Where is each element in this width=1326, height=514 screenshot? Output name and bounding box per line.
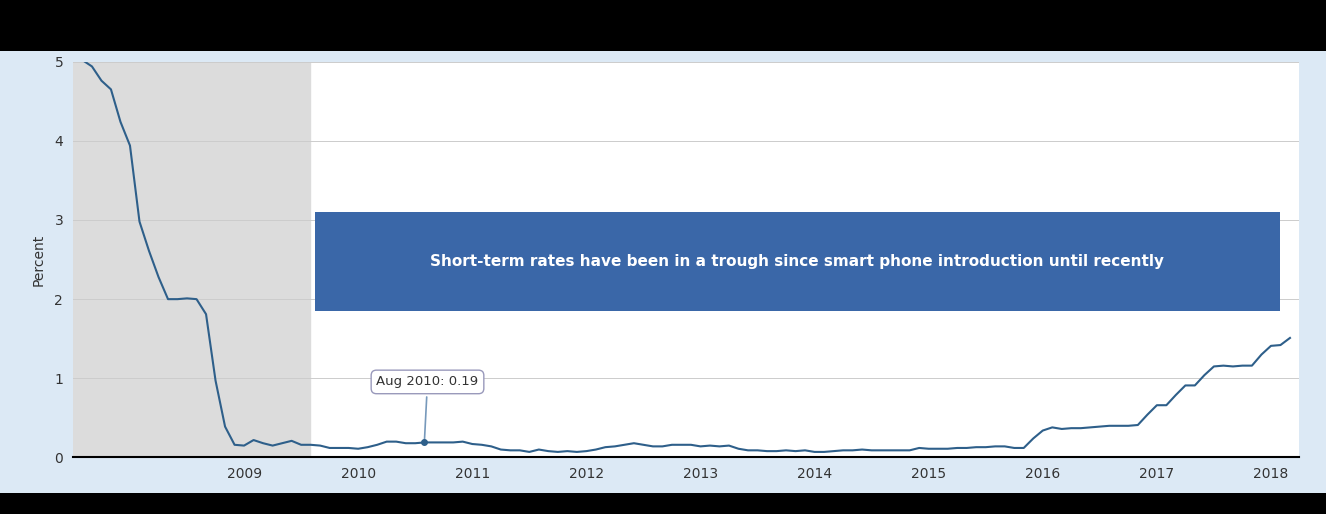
Text: Aug 2010: 0.19: Aug 2010: 0.19 bbox=[377, 375, 479, 439]
Y-axis label: Percent: Percent bbox=[32, 233, 46, 286]
Text: Short-term rates have been in a trough since smart phone introduction until rece: Short-term rates have been in a trough s… bbox=[431, 254, 1164, 269]
Bar bbox=[73, 62, 310, 457]
FancyBboxPatch shape bbox=[314, 212, 1280, 311]
